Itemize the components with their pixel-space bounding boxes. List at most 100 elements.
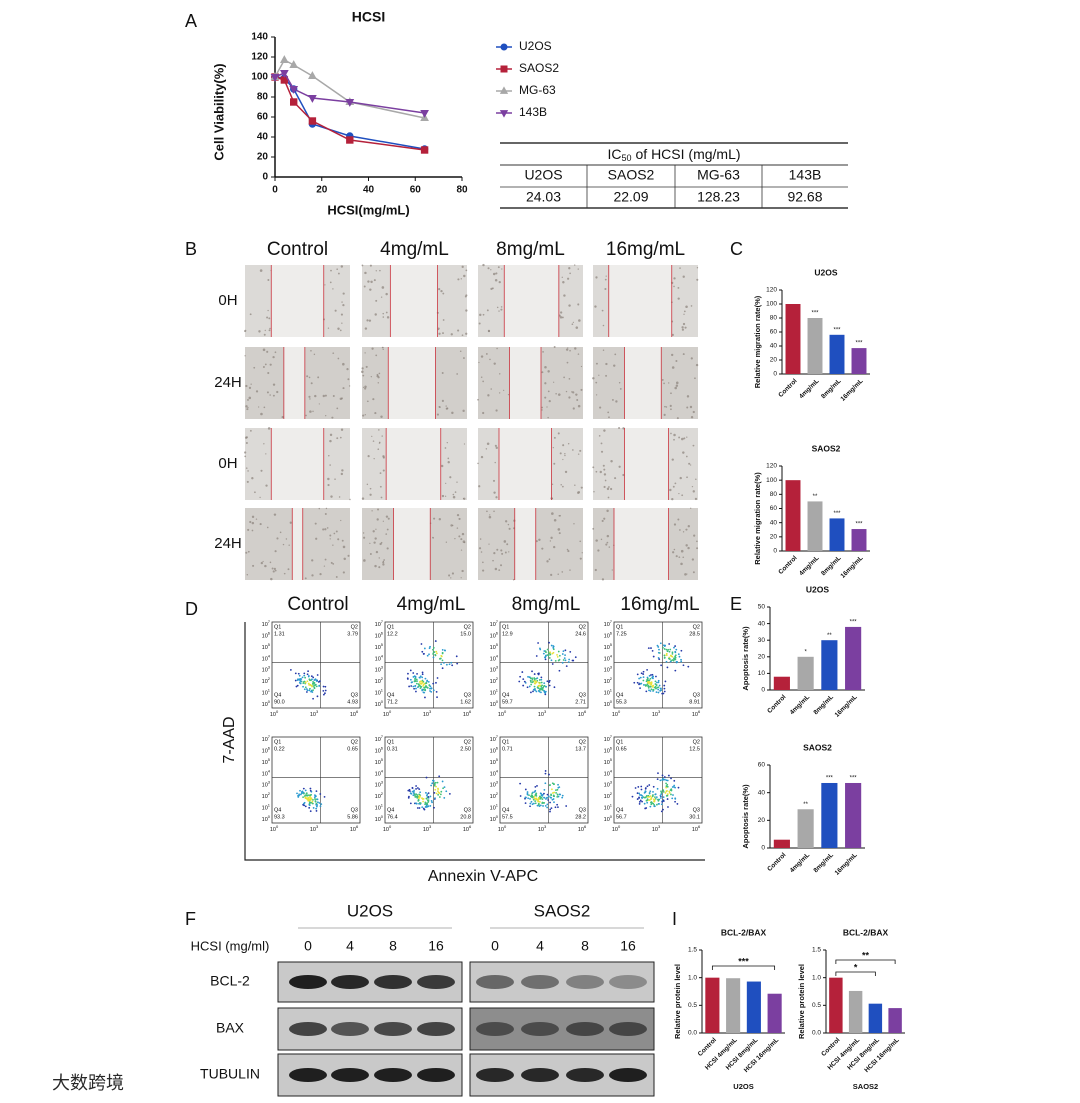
x-axis-label: Annexin V-APC [428,868,538,885]
cell-speck [498,569,501,572]
y-tick-label: 60 [770,329,778,336]
cell-speck [687,525,690,528]
cell-speck [260,469,263,472]
cell-speck [329,464,331,466]
event-dot [549,651,551,654]
cell-speck [329,534,332,537]
event-dot [662,800,665,803]
cell-speck [438,288,441,291]
cell-speck [493,362,496,365]
cell-speck [346,368,349,371]
event-dot [660,689,663,692]
event-dot [529,802,532,805]
tick-exponent: 5 [496,642,499,647]
y-tick-label: 20 [257,152,269,163]
cell-speck [569,349,571,352]
event-dot [640,672,643,675]
event-dot [434,653,437,656]
cell-speck [343,557,346,561]
y-axis-label: Cell Viability(%) [211,63,226,160]
event-dot [432,656,435,659]
event-dot [653,799,656,802]
event-dot [666,650,669,653]
event-dot [410,685,413,687]
cell-speck [682,353,685,356]
event-dot [646,798,649,801]
significance-label: *** [833,327,841,333]
cell-speck [252,564,255,567]
cell-speck [342,292,345,295]
tick-base: 10 [538,712,544,718]
cell-speck [324,284,326,286]
tick-exponent: 0 [610,699,613,704]
tick-exponent: 7 [610,734,613,739]
cell-speck [334,309,337,312]
event-dot [311,800,314,803]
cell-speck [608,416,610,419]
cell-speck [490,269,492,271]
protein-label: TUBULIN [200,1066,260,1082]
marker [270,73,280,82]
event-dot [433,651,436,653]
event-dot [565,665,568,668]
event-dot [535,655,538,657]
event-dot [437,791,440,794]
event-dot [308,806,311,809]
event-dot [407,672,409,675]
tick-base: 10 [490,817,496,823]
cell-speck [618,465,621,468]
cell-speck [566,361,569,364]
event-dot [315,790,318,793]
cell-speck [456,373,459,375]
event-dot [312,697,314,700]
event-dot [435,650,438,653]
event-dot [660,791,663,794]
event-dot [664,792,667,794]
cell-speck [287,568,290,571]
event-dot [656,778,659,781]
event-dot [555,789,557,792]
marker [290,98,298,106]
event-dot [539,648,542,651]
cell-speck [310,382,313,385]
column-label: 4mg/mL [397,594,466,615]
y-tick-label: 102 [490,791,499,800]
tick-base: 10 [463,827,469,833]
x-tick-label: Control [766,694,787,715]
cell-speck [264,363,267,366]
cell-speck [603,468,606,471]
event-dot [665,660,668,663]
event-dot [657,802,660,805]
x-tick-label: 20 [316,185,328,196]
event-dot [324,685,327,688]
tick-exponent: 0 [268,699,271,704]
cell-speck [439,406,441,408]
cell-speck [342,304,345,307]
cell-speck [604,278,607,281]
cell-speck [562,281,565,284]
cell-speck [460,549,463,551]
x-tick-label: 0 [272,185,278,196]
wound-gap [386,428,441,500]
tick-exponent: 1 [268,688,271,693]
quadrant-value: 7.25 [616,631,627,637]
significance-label: *** [811,311,819,317]
event-dot [296,792,298,795]
significance-bracket [711,965,776,970]
cell-speck [499,373,501,375]
y-tick-label: 100 [766,301,777,308]
event-dot [666,783,669,786]
cell-speck [272,383,276,386]
x-axis-label: SAOS2 [853,1082,878,1091]
x-tick-label: 106 [692,824,701,833]
cell-speck [675,381,679,385]
event-dot [556,793,559,796]
quadrant-name: Q4 [502,807,509,813]
quadrant-name: Q1 [502,624,509,630]
tick-exponent: 3 [496,780,499,785]
cell-speck [309,410,312,413]
event-dot [448,793,451,795]
event-dot [316,798,319,801]
x-tick-label: 106 [578,709,587,718]
event-dot [660,664,663,667]
